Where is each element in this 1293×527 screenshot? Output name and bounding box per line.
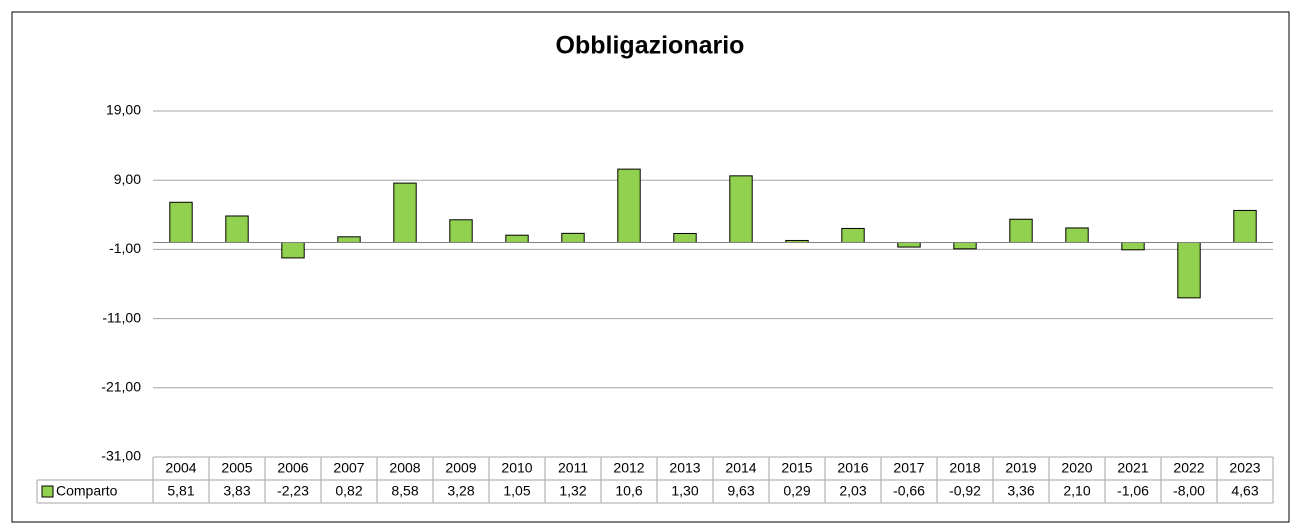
- table-value: 0,29: [783, 483, 810, 499]
- table-value: 1,05: [503, 483, 530, 499]
- table-value: -0,92: [949, 483, 981, 499]
- x-tick-label: 2017: [893, 460, 924, 476]
- x-tick-label: 2022: [1173, 460, 1204, 476]
- x-tick-label: 2006: [277, 460, 308, 476]
- bar: [169, 201, 193, 243]
- y-tick-label: -1,00: [109, 240, 141, 256]
- chart-frame: [11, 11, 1290, 523]
- bar: [281, 241, 305, 259]
- bar: [449, 219, 473, 243]
- bar: [1233, 209, 1257, 243]
- table-value: 1,32: [559, 483, 586, 499]
- x-tick-label: 2009: [445, 460, 476, 476]
- x-tick-label: 2013: [669, 460, 700, 476]
- y-tick-label: 9,00: [114, 171, 141, 187]
- table-value: 0,82: [335, 483, 362, 499]
- x-tick-label: 2005: [221, 460, 252, 476]
- table-value: -1,06: [1117, 483, 1149, 499]
- y-tick-label: -21,00: [101, 379, 141, 395]
- bar: [897, 241, 921, 248]
- bar: [337, 236, 361, 243]
- x-tick-label: 2012: [613, 460, 644, 476]
- x-tick-label: 2007: [333, 460, 364, 476]
- bar: [841, 227, 865, 243]
- table-value: -8,00: [1173, 483, 1205, 499]
- bar: [953, 241, 977, 250]
- x-tick-label: 2004: [165, 460, 196, 476]
- legend-key: [41, 485, 54, 498]
- bar: [225, 215, 249, 243]
- x-tick-label: 2015: [781, 460, 812, 476]
- y-tick-label: -31,00: [101, 448, 141, 464]
- table-value: 2,03: [839, 483, 866, 499]
- bar: [505, 234, 529, 243]
- x-tick-label: 2019: [1005, 460, 1036, 476]
- bar: [561, 232, 585, 243]
- x-tick-label: 2021: [1117, 460, 1148, 476]
- x-tick-label: 2020: [1061, 460, 1092, 476]
- table-value: -0,66: [893, 483, 925, 499]
- table-value: 9,63: [727, 483, 754, 499]
- x-tick-label: 2014: [725, 460, 756, 476]
- x-tick-label: 2018: [949, 460, 980, 476]
- table-value: 8,58: [391, 483, 418, 499]
- bar: [617, 168, 641, 243]
- x-tick-label: 2008: [389, 460, 420, 476]
- x-tick-label: 2023: [1229, 460, 1260, 476]
- bar: [729, 175, 753, 243]
- table-value: 2,10: [1063, 483, 1090, 499]
- x-tick-label: 2011: [558, 460, 588, 476]
- table-value: 1,30: [671, 483, 698, 499]
- bar: [1009, 218, 1033, 243]
- bar: [673, 232, 697, 243]
- y-tick-label: 19,00: [106, 102, 141, 118]
- table-value: -2,23: [277, 483, 309, 499]
- bar: [1065, 227, 1089, 243]
- table-value: 5,81: [167, 483, 194, 499]
- chart-title: Obbligazionario: [556, 32, 745, 60]
- bar: [393, 182, 417, 243]
- y-tick-label: -11,00: [102, 309, 141, 325]
- bar: [1177, 241, 1201, 299]
- table-value: 3,83: [223, 483, 250, 499]
- table-value: 4,63: [1231, 483, 1258, 499]
- legend-label: Comparto: [56, 483, 118, 499]
- x-tick-label: 2016: [837, 460, 868, 476]
- x-tick-label: 2010: [501, 460, 532, 476]
- table-value: 3,36: [1007, 483, 1034, 499]
- table-value: 3,28: [447, 483, 474, 499]
- bar: [1121, 241, 1145, 251]
- table-value: 10,6: [615, 483, 642, 499]
